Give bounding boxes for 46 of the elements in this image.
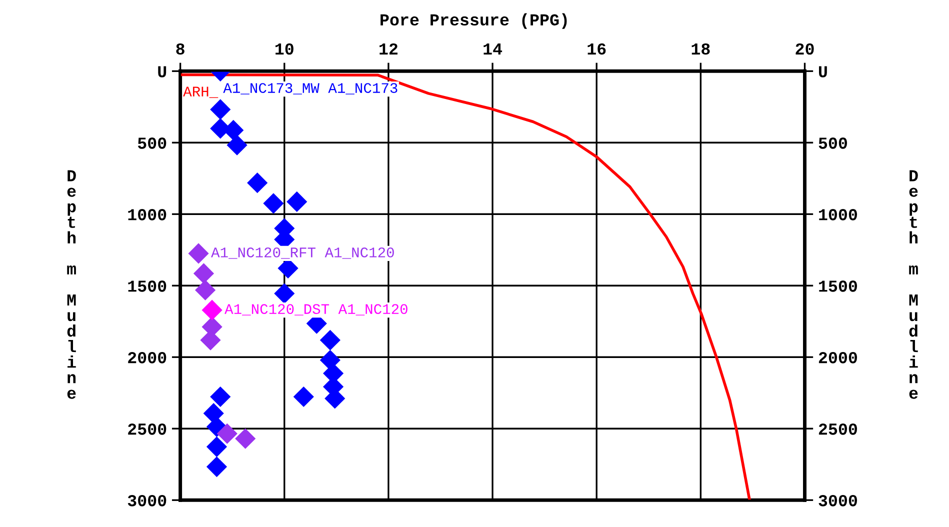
point: [206, 436, 228, 458]
x-tick-label: 14: [484, 44, 502, 54]
y-tick-label: 2000: [128, 352, 166, 364]
x-tick-label: 12: [380, 43, 398, 54]
x-tick-label: 8: [176, 43, 184, 55]
point: [247, 172, 268, 194]
y-tick-label: 2500: [128, 424, 166, 435]
y2-tick-label: 2500: [818, 424, 857, 435]
point: [274, 283, 295, 304]
y-tick-label: 1000: [128, 209, 166, 220]
x-tick-label: 18: [692, 43, 710, 55]
point: [210, 386, 231, 408]
y-tick-label: 500: [138, 138, 166, 149]
series-label: A1_NC120_DST A1_NC120: [224, 304, 408, 316]
chart-title: Pore Pressure (PPG): [380, 13, 567, 29]
point: [194, 280, 216, 300]
point: [320, 330, 340, 350]
text: Depth m Mudline: [909, 170, 918, 399]
series-label: ARH_: [183, 86, 218, 98]
point: [193, 263, 214, 284]
point: [235, 428, 256, 449]
point: [226, 134, 248, 156]
text: Depth m Mudline: [67, 170, 76, 399]
x-tick-label: 16: [588, 43, 606, 55]
point: [263, 193, 284, 214]
point: [216, 423, 238, 444]
y2-tick-label: 500: [818, 138, 847, 149]
x-tick-label: 20: [796, 43, 814, 55]
point: [203, 403, 224, 424]
point: [286, 191, 308, 212]
y2-tick-label: 2000: [818, 352, 857, 364]
point: [210, 99, 231, 120]
series-label: A1_NC120_RFT A1_NC120: [211, 247, 394, 259]
y-tick-label: U: [158, 66, 166, 78]
point: [202, 300, 222, 320]
y-tick-label: 3000: [128, 495, 166, 506]
series-label: A1_NC173_MW A1_NC173: [223, 83, 398, 94]
point: [188, 243, 209, 264]
y2-tick-label: 3000: [818, 495, 857, 506]
y-tick-label: 1500: [128, 280, 166, 292]
y2-tick-label: 1500: [819, 280, 857, 292]
point: [206, 456, 228, 478]
x-tick-label: 10: [276, 43, 294, 55]
y2-tick-label: 1000: [819, 209, 857, 220]
point: [293, 386, 314, 408]
y2-tick-label: U: [818, 66, 827, 78]
